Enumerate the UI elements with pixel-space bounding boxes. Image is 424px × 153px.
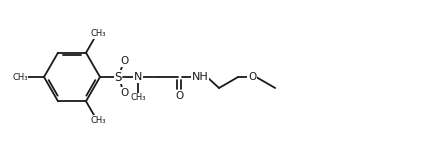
Text: O: O — [120, 88, 128, 98]
Text: NH: NH — [192, 72, 208, 82]
Text: O: O — [175, 91, 183, 101]
Text: CH₃: CH₃ — [12, 73, 28, 82]
Text: CH₃: CH₃ — [130, 93, 146, 103]
Text: N: N — [134, 72, 142, 82]
Text: CH₃: CH₃ — [90, 29, 106, 38]
Text: O: O — [120, 56, 128, 66]
Text: O: O — [248, 72, 256, 82]
Text: S: S — [114, 71, 122, 84]
Text: CH₃: CH₃ — [90, 116, 106, 125]
